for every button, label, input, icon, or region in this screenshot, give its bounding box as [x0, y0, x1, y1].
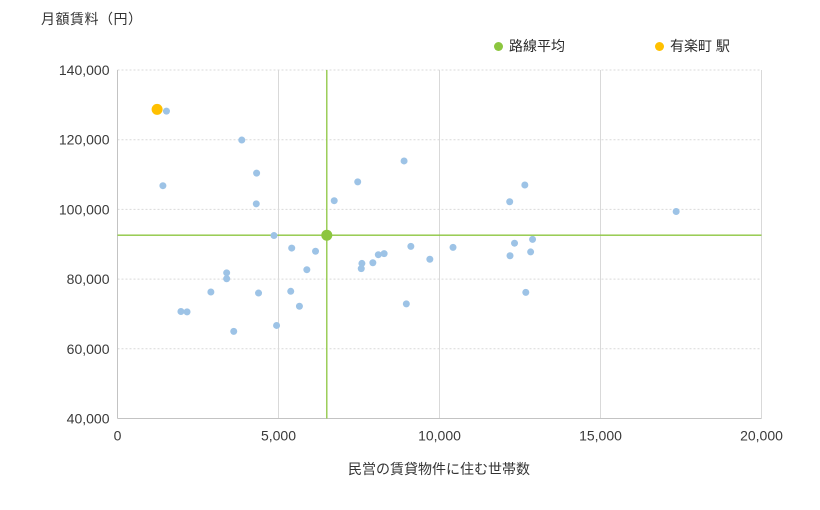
y-tick-label: 140,000 — [59, 62, 110, 78]
stations-point — [159, 182, 167, 190]
yurakucho-point — [151, 103, 163, 115]
stations-point — [252, 200, 260, 208]
stations-point — [230, 327, 238, 335]
stations-point — [672, 207, 680, 215]
stations-point — [400, 157, 408, 165]
stations-point — [223, 275, 231, 283]
y-tick-label: 60,000 — [67, 341, 110, 357]
stations-point — [295, 302, 303, 310]
stations-point — [449, 243, 457, 251]
line-average-legend-marker-icon — [494, 41, 503, 51]
stations-point — [288, 244, 296, 252]
stations-point — [374, 251, 382, 259]
stations-point — [369, 259, 377, 267]
stations-point — [255, 289, 263, 297]
stations-point — [253, 169, 261, 177]
y-tick-label: 40,000 — [67, 411, 110, 427]
x-tick-label: 10,000 — [418, 428, 461, 444]
stations-point — [358, 259, 366, 267]
stations-point — [506, 252, 514, 260]
legend-item-line-average: 路線平均 — [494, 36, 565, 56]
stations-point — [354, 178, 362, 186]
stations-point — [380, 250, 388, 258]
stations-point — [407, 242, 415, 250]
stations-point — [287, 287, 295, 295]
stations-point — [521, 181, 529, 189]
y-tick-label: 100,000 — [59, 201, 110, 217]
x-tick-label: 15,000 — [579, 428, 622, 444]
stations-point — [330, 197, 338, 205]
y-tick-label: 120,000 — [59, 132, 110, 148]
stations-point — [527, 248, 535, 256]
stations-point — [207, 288, 215, 296]
stations-point — [162, 107, 170, 115]
y-tick-label: 80,000 — [67, 271, 110, 287]
legend-item-yurakucho-station: 有楽町 駅 — [655, 36, 730, 56]
x-axis-title: 民営の賃貸物件に住む世帯数 — [348, 461, 530, 477]
yurakucho-legend-marker-icon — [655, 41, 664, 51]
x-tick-label: 0 — [114, 428, 122, 444]
line-average-point — [321, 229, 333, 241]
stations-point — [273, 321, 281, 329]
stations-point — [238, 136, 246, 144]
stations-point — [270, 232, 278, 240]
stations-point — [506, 198, 514, 206]
stations-point — [177, 308, 185, 316]
stations-point — [223, 269, 231, 277]
stations-point — [303, 266, 311, 274]
stations-point — [183, 308, 191, 316]
stations-point — [511, 239, 519, 247]
y-axis-title: 月額賃料（円） — [41, 11, 143, 27]
stations-point — [312, 247, 320, 255]
stations-point — [426, 255, 434, 263]
x-tick-label: 5,000 — [261, 428, 296, 444]
stations-point — [357, 265, 365, 273]
stations-point — [522, 288, 530, 296]
stations-point — [529, 235, 537, 243]
x-tick-label: 20,000 — [740, 428, 783, 444]
legend-label-yurakucho-station: 有楽町 駅 — [670, 38, 730, 54]
legend-label-line-average: 路線平均 — [509, 38, 565, 54]
stations-point — [402, 300, 410, 308]
